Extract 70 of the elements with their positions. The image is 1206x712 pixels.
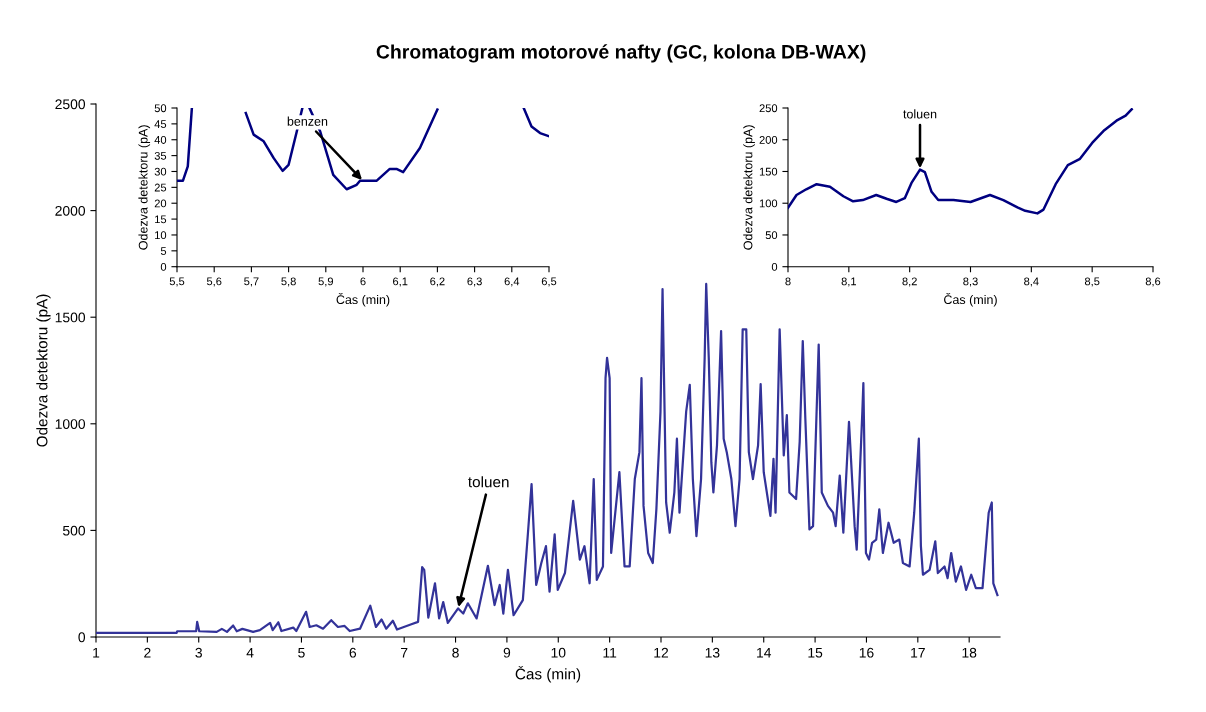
x-tick-label: 8,6 bbox=[1145, 277, 1161, 287]
chart-title: Chromatogram motorové nafty (GC, kolona DB-WAX) bbox=[376, 44, 866, 63]
x-tick-label: 8 bbox=[452, 647, 459, 658]
line-series bbox=[788, 108, 1133, 215]
x-tick-label: 10 bbox=[551, 647, 566, 658]
x-tick-label: 8,2 bbox=[902, 277, 917, 287]
x-tick-label: 3 bbox=[195, 647, 202, 658]
x-tick-label: 5 bbox=[298, 647, 305, 658]
x-tick-label: 17 bbox=[911, 647, 925, 658]
x-axis-title: Čas (min) bbox=[336, 293, 390, 307]
x-tick-label: 8,4 bbox=[1024, 277, 1039, 287]
x-tick-label: 8 bbox=[785, 277, 791, 286]
x-tick-label: 1 bbox=[93, 647, 100, 658]
x-tick-label: 5,8 bbox=[281, 277, 296, 287]
x-tick-label: 13 bbox=[705, 647, 720, 658]
x-tick-label: 6,4 bbox=[504, 277, 520, 287]
x-tick-label: 12 bbox=[654, 647, 669, 658]
y-tick-label: 100 bbox=[759, 199, 778, 208]
y-tick-label: 1000 bbox=[55, 419, 86, 429]
y-tick-label: 40 bbox=[154, 136, 167, 144]
x-tick-label: 6,5 bbox=[541, 277, 557, 287]
y-tick-label: 50 bbox=[154, 104, 167, 113]
x-axis-title: Čas (min) bbox=[515, 665, 581, 683]
y-tick-label: 5 bbox=[160, 247, 167, 255]
y-tick-label: 20 bbox=[154, 199, 167, 208]
x-tick-label: 16 bbox=[859, 647, 874, 658]
x-tick-label: 8,5 bbox=[1084, 277, 1100, 287]
y-tick-label: 15 bbox=[155, 215, 167, 224]
annotation: toluen bbox=[903, 109, 937, 119]
y-tick-label: 2000 bbox=[55, 205, 86, 216]
y-tick-label: 150 bbox=[759, 167, 778, 176]
x-tick-label: 5,6 bbox=[206, 277, 222, 287]
y-axis-title: Odezva detektoru (pA) bbox=[743, 125, 755, 250]
y-tick-label: 35 bbox=[154, 151, 167, 160]
x-tick-label: 8,3 bbox=[963, 277, 978, 287]
annotation: benzen bbox=[287, 116, 328, 126]
x-tick-label: 7 bbox=[401, 647, 408, 658]
x-tick-label: 4 bbox=[246, 647, 254, 658]
x-tick-label: 5,7 bbox=[244, 277, 259, 287]
annotation: toluen bbox=[468, 476, 509, 488]
x-tick-label: 6,3 bbox=[467, 277, 482, 287]
y-tick-label: 10 bbox=[155, 231, 167, 240]
x-tick-label: 6,1 bbox=[393, 277, 408, 287]
x-tick-label: 18 bbox=[962, 647, 977, 658]
y-axis-title: Odezva detektoru (pA) bbox=[138, 125, 151, 250]
y-tick-label: 25 bbox=[154, 183, 167, 192]
x-tick-label: 11 bbox=[603, 647, 617, 658]
x-tick-label: 6 bbox=[360, 277, 366, 286]
y-tick-label: 250 bbox=[759, 104, 778, 113]
y-tick-label: 0 bbox=[160, 262, 167, 271]
y-tick-label: 45 bbox=[154, 120, 167, 129]
x-tick-label: 14 bbox=[757, 647, 772, 658]
x-tick-label: 9 bbox=[503, 647, 511, 658]
x-axis-title: Čas (min) bbox=[944, 293, 997, 307]
x-tick-label: 5,5 bbox=[169, 277, 185, 287]
y-tick-label: 1500 bbox=[55, 312, 86, 323]
x-tick-label: 8,1 bbox=[841, 277, 857, 287]
y-tick-label: 200 bbox=[759, 136, 778, 144]
x-tick-label: 2 bbox=[144, 647, 151, 658]
x-tick-label: 15 bbox=[808, 647, 823, 658]
y-axis-title: Odezva detektoru (pA) bbox=[36, 294, 51, 447]
x-tick-label: 6 bbox=[349, 647, 357, 658]
x-tick-label: 6,2 bbox=[430, 277, 445, 287]
y-tick-label: 2500 bbox=[55, 99, 86, 110]
y-tick-label: 0 bbox=[78, 632, 86, 643]
y-tick-label: 30 bbox=[154, 167, 167, 176]
x-tick-label: 5,9 bbox=[318, 277, 333, 287]
y-tick-label: 500 bbox=[62, 525, 86, 536]
y-tick-label: 0 bbox=[771, 262, 778, 271]
y-tick-label: 50 bbox=[765, 231, 778, 240]
